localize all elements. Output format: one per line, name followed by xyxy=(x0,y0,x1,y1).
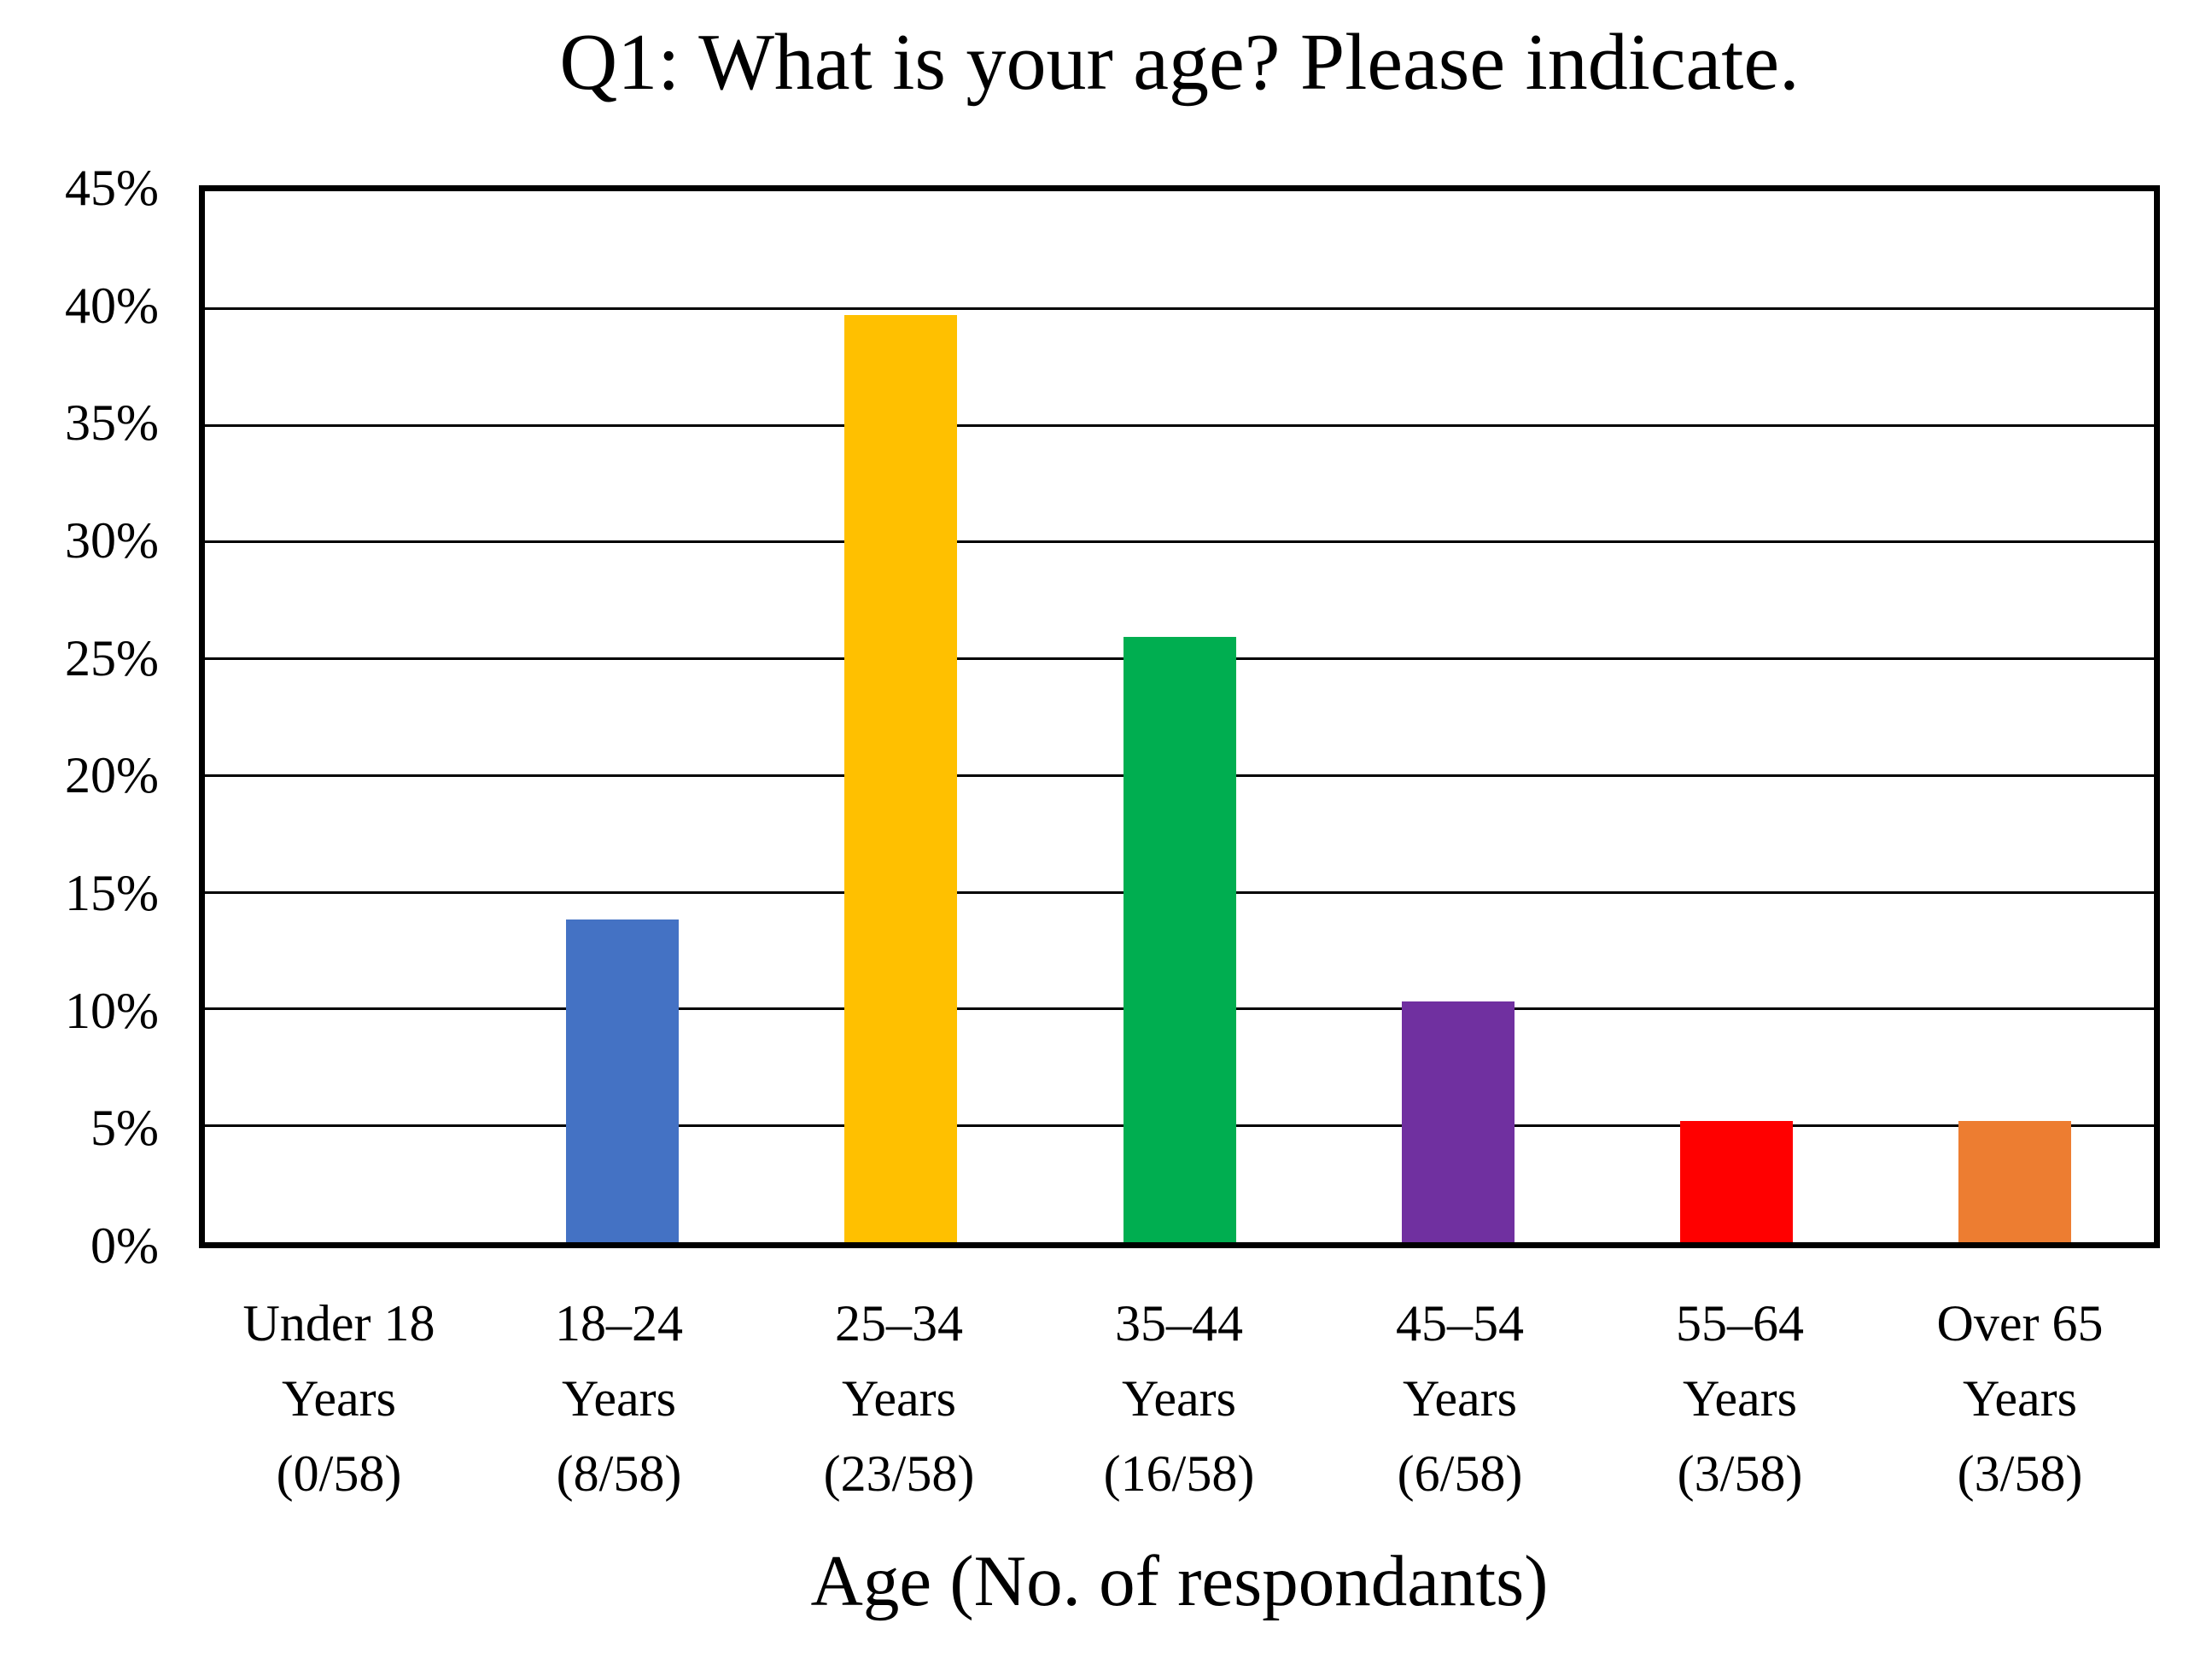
x-category-label-line: Years xyxy=(282,1370,396,1427)
x-category-label-35-44-years: 35–44 Years (16/58) xyxy=(1039,1286,1319,1511)
x-category-label-line: 25–34 xyxy=(835,1295,963,1352)
y-tick-label-25pct: 25% xyxy=(65,630,159,686)
x-category-label-line: (23/58) xyxy=(823,1445,975,1502)
x-category-label-line: 35–44 xyxy=(1115,1295,1243,1352)
x-category-label-line: (3/58) xyxy=(1677,1445,1803,1502)
chart-title: Q1: What is your age? Please indicate. xyxy=(559,18,1800,107)
x-category-label-line: 45–54 xyxy=(1396,1295,1524,1352)
y-tick-label-0pct: 0% xyxy=(90,1217,159,1274)
gridline-35pct xyxy=(205,424,2154,427)
gridline-40pct xyxy=(205,307,2154,310)
x-category-label-line: Years xyxy=(1122,1370,1236,1427)
x-category-label-line: Years xyxy=(1403,1370,1517,1427)
y-tick-label-10pct: 10% xyxy=(65,983,159,1039)
bar-18-24-years xyxy=(566,919,679,1242)
y-tick-label-40pct: 40% xyxy=(65,277,159,334)
y-tick-label-45pct: 45% xyxy=(65,160,159,216)
x-category-label-25-34-years: 25–34 Years (23/58) xyxy=(759,1286,1039,1511)
y-tick-label-20pct: 20% xyxy=(65,747,159,803)
x-category-label-line: (6/58) xyxy=(1397,1445,1523,1502)
x-axis-title: Age (No. of respondants) xyxy=(810,1541,1549,1621)
bar-25-34-years xyxy=(844,315,957,1242)
y-tick-label-35pct: 35% xyxy=(65,394,159,451)
bar-55-64-years xyxy=(1680,1121,1793,1242)
gridline-30pct xyxy=(205,540,2154,543)
x-category-label-line: 55–64 xyxy=(1676,1295,1804,1352)
bar-45-54-years xyxy=(1402,1001,1515,1242)
x-category-label-over-65-years: Over 65 Years (3/58) xyxy=(1880,1286,2160,1511)
x-category-label-line: Years xyxy=(1963,1370,2077,1427)
x-category-label-line: Over 65 xyxy=(1936,1295,2104,1352)
x-category-label-line: (8/58) xyxy=(556,1445,682,1502)
x-category-label-line: (3/58) xyxy=(1957,1445,2083,1502)
bar-35-44-years xyxy=(1124,637,1236,1242)
x-category-label-55-64-years: 55–64 Years (3/58) xyxy=(1600,1286,1880,1511)
x-category-label-45-54-years: 45–54 Years (6/58) xyxy=(1320,1286,1600,1511)
plot-area xyxy=(199,185,2160,1248)
y-tick-label-5pct: 5% xyxy=(90,1100,159,1156)
x-category-label-under-18-years: Under 18 Years (0/58) xyxy=(199,1286,479,1511)
bar-over-65-years xyxy=(1958,1121,2071,1242)
x-category-label-line: Years xyxy=(562,1370,676,1427)
x-category-label-line: (0/58) xyxy=(276,1445,402,1502)
y-tick-label-15pct: 15% xyxy=(65,865,159,921)
x-category-label-line: Years xyxy=(842,1370,956,1427)
x-category-label-18-24-years: 18–24 Years (8/58) xyxy=(479,1286,759,1511)
x-category-label-line: (16/58) xyxy=(1103,1445,1255,1502)
x-category-label-line: 18–24 xyxy=(555,1295,683,1352)
x-category-label-line: Under 18 xyxy=(242,1295,435,1352)
y-tick-label-30pct: 30% xyxy=(65,512,159,569)
x-category-label-line: Years xyxy=(1683,1370,1797,1427)
